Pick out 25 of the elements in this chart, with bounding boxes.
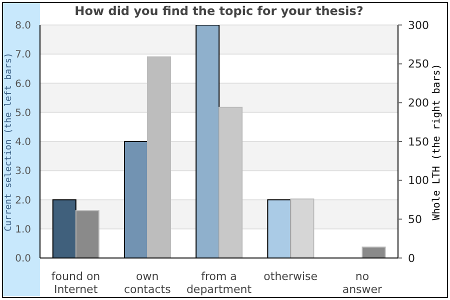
y-tick-label: 6.0 xyxy=(15,78,31,90)
y2-tick-label: 100 xyxy=(408,174,429,188)
y-tick-label: 4.0 xyxy=(15,137,31,148)
y2-tick-label: 50 xyxy=(408,213,422,226)
bar xyxy=(362,246,386,258)
y2-tick-label: 300 xyxy=(408,18,429,32)
y-tick-label: 2.0 xyxy=(15,195,31,206)
x-tick-label: own contacts xyxy=(124,270,172,296)
x-tick-label: found on Internet xyxy=(51,270,100,296)
y-tick-label: 5.0 xyxy=(15,108,31,119)
y-tick-label: 0.0 xyxy=(15,254,31,265)
y-tick-label: 1.0 xyxy=(15,224,31,236)
y-tick-label: 7.0 xyxy=(15,50,31,61)
x-tick-label: no answer xyxy=(342,270,383,296)
y2-tick-label: 250 xyxy=(408,58,429,71)
y2-tick-label: 0 xyxy=(408,252,415,265)
chart-title: How did you find the topic for your thesis? xyxy=(74,4,364,18)
x-tick-label: otherwise xyxy=(264,270,318,283)
x-tick-label: from a department xyxy=(186,270,252,296)
y-tick-label: 8.0 xyxy=(15,20,31,32)
y2-tick-label: 150 xyxy=(408,135,429,148)
y2-axis-title: Whole LTH (the right bars) xyxy=(432,64,442,220)
y-tick-label: 3.0 xyxy=(15,166,31,178)
y2-tick-label: 200 xyxy=(408,96,429,110)
y-axis-title: Current selection (the left bars) xyxy=(4,52,14,232)
